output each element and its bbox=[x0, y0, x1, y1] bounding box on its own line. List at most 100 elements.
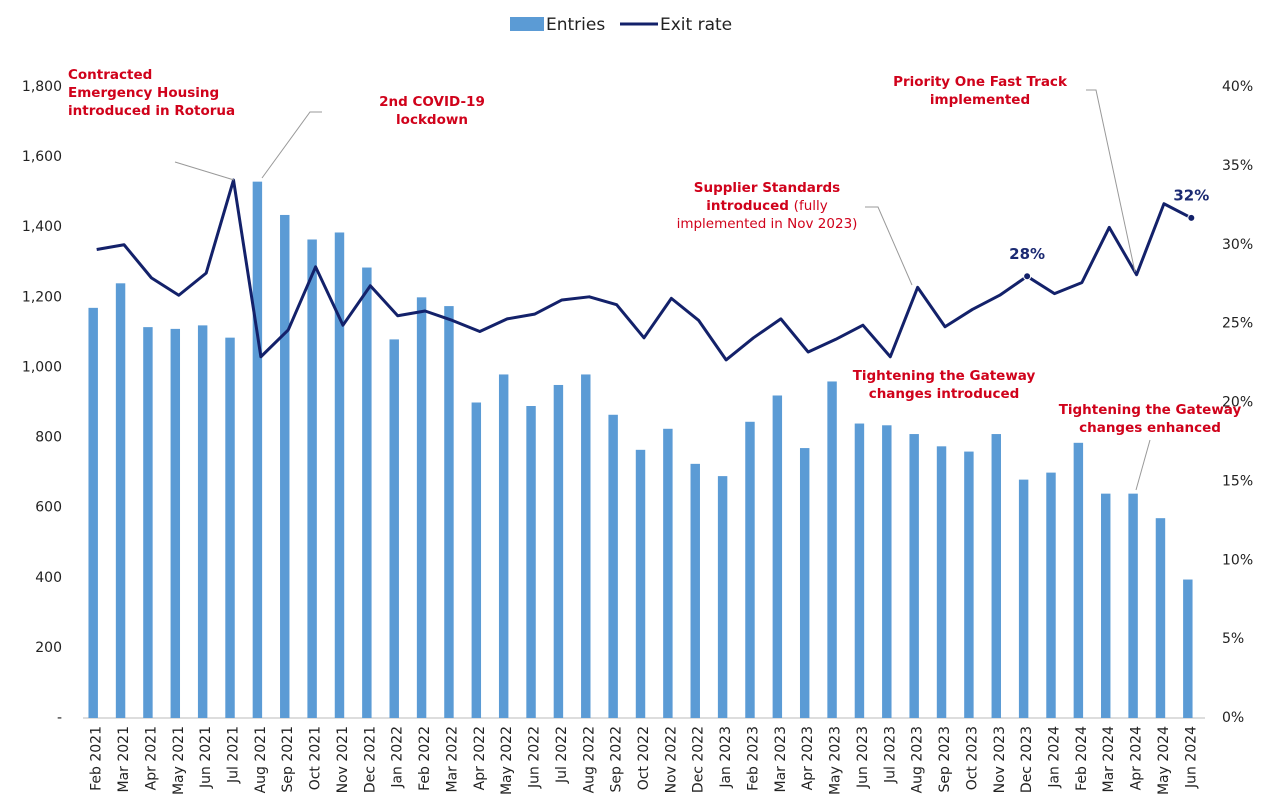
x-tick-label: Jul 2022 bbox=[554, 726, 570, 784]
bar bbox=[416, 297, 427, 718]
x-tick-label: Aug 2022 bbox=[581, 726, 597, 793]
y2-tick-label: 0% bbox=[1222, 710, 1244, 726]
y-tick-label: 1,600 bbox=[22, 149, 62, 165]
annotation: Contracted bbox=[68, 67, 152, 83]
annotation-leader bbox=[174, 161, 235, 181]
annotation: Priority One Fast Track bbox=[893, 74, 1068, 90]
bar bbox=[143, 327, 153, 718]
x-tick-label: Dec 2023 bbox=[1019, 726, 1035, 793]
x-tick-label: Jul 2023 bbox=[882, 726, 898, 784]
legend-label: Entries bbox=[546, 15, 605, 35]
y2-tick-label: 5% bbox=[1222, 631, 1244, 647]
line bbox=[96, 178, 1193, 362]
x-tick-label: Apr 2024 bbox=[1129, 726, 1145, 790]
bar bbox=[717, 476, 728, 718]
x-tick-label: Dec 2022 bbox=[691, 726, 707, 793]
bar bbox=[252, 181, 263, 718]
bar bbox=[115, 283, 126, 718]
y-tick-label: 1,000 bbox=[22, 359, 62, 375]
x-tick-label: Jun 2021 bbox=[198, 726, 214, 789]
bar bbox=[307, 239, 317, 718]
bar bbox=[498, 374, 509, 718]
bar bbox=[1183, 579, 1193, 718]
x-tick-label: Sep 2022 bbox=[609, 726, 625, 792]
x-tick-label: Oct 2022 bbox=[636, 726, 652, 790]
bar bbox=[663, 428, 673, 718]
x-tick-label: Apr 2023 bbox=[800, 726, 816, 790]
x-tick-label: Jul 2021 bbox=[226, 726, 242, 784]
bar bbox=[1046, 472, 1056, 718]
y-tick-label: 1,200 bbox=[22, 289, 62, 305]
x-tick-label: Mar 2021 bbox=[116, 726, 132, 793]
annotation-leader bbox=[865, 206, 913, 286]
bar bbox=[170, 328, 181, 718]
y2-tick-label: 40% bbox=[1222, 79, 1253, 95]
x-tick-label: Mar 2024 bbox=[1101, 726, 1117, 793]
value-label: 32% bbox=[1173, 186, 1209, 204]
bar bbox=[526, 406, 536, 718]
bar bbox=[745, 421, 755, 718]
y2-tick-label: 35% bbox=[1222, 158, 1253, 174]
y-tick-label: 200 bbox=[35, 640, 62, 656]
x-tick-label: Feb 2022 bbox=[417, 726, 433, 791]
y-tick-label: 800 bbox=[35, 430, 62, 446]
annotation: Tightening the Gateway bbox=[1059, 402, 1242, 418]
annotation: implemented in Nov 2023) bbox=[677, 216, 858, 232]
y-tick-label: 400 bbox=[35, 570, 62, 586]
bar bbox=[581, 374, 591, 718]
x-tick-label: Sep 2021 bbox=[280, 726, 296, 792]
bar bbox=[553, 384, 564, 718]
bar bbox=[635, 449, 646, 718]
bar bbox=[991, 434, 1001, 718]
y2-tick-label: 20% bbox=[1222, 395, 1253, 411]
x-tick-label: Nov 2023 bbox=[992, 726, 1008, 793]
y-tick-label: 600 bbox=[35, 500, 62, 516]
x-tick-label: Jun 2023 bbox=[855, 726, 871, 789]
x-tick-label: Mar 2022 bbox=[444, 726, 460, 793]
x-tick-label: May 2021 bbox=[171, 726, 187, 795]
x-tick-label: Feb 2024 bbox=[1074, 726, 1090, 791]
x-tick-label: Dec 2021 bbox=[362, 726, 378, 793]
x-tick-label: Apr 2021 bbox=[143, 726, 159, 790]
x-tick-label: Apr 2022 bbox=[472, 726, 488, 790]
y2-tick-label: 30% bbox=[1222, 237, 1253, 253]
bar bbox=[936, 446, 947, 718]
annotation-leader bbox=[261, 111, 322, 179]
x-tick-label: Aug 2021 bbox=[253, 726, 269, 793]
bar bbox=[608, 414, 618, 718]
annotation: introduced (fully bbox=[706, 198, 828, 214]
annotation: changes enhanced bbox=[1079, 420, 1221, 436]
bar bbox=[389, 339, 399, 718]
bar bbox=[827, 381, 837, 718]
y2-tick-label: 15% bbox=[1222, 473, 1253, 489]
x-tick-label: Sep 2023 bbox=[937, 726, 953, 792]
bar bbox=[1073, 442, 1084, 718]
x-tick-label: Oct 2023 bbox=[964, 726, 980, 790]
bar bbox=[690, 463, 700, 718]
bar bbox=[471, 402, 482, 718]
annotation: introduced in Rotorua bbox=[68, 103, 235, 119]
x-tick-label: Jan 2023 bbox=[718, 726, 734, 789]
bar bbox=[225, 337, 235, 718]
annotation: changes introduced bbox=[869, 386, 1020, 402]
y-tick-label: 1,400 bbox=[22, 219, 62, 235]
x-tick-label: May 2024 bbox=[1156, 726, 1172, 795]
bar bbox=[197, 325, 208, 718]
x-tick-label: Jun 2024 bbox=[1183, 726, 1199, 789]
point-marker bbox=[1023, 272, 1032, 281]
x-tick-label: Nov 2022 bbox=[663, 726, 679, 793]
annotation: Tightening the Gateway bbox=[853, 368, 1036, 384]
x-tick-label: Oct 2021 bbox=[308, 726, 324, 790]
y2-tick-label: 10% bbox=[1222, 552, 1253, 568]
bar bbox=[882, 425, 892, 718]
x-tick-label: Jan 2022 bbox=[390, 726, 406, 789]
annotation-leader bbox=[1086, 89, 1136, 273]
annotation: Emergency Housing bbox=[68, 85, 219, 101]
bar bbox=[909, 434, 919, 718]
x-tick-label: Jan 2024 bbox=[1046, 726, 1062, 789]
bar bbox=[964, 451, 974, 718]
value-label: 28% bbox=[1009, 245, 1045, 263]
bar bbox=[1155, 518, 1166, 718]
x-tick-label: Jun 2022 bbox=[527, 726, 543, 789]
